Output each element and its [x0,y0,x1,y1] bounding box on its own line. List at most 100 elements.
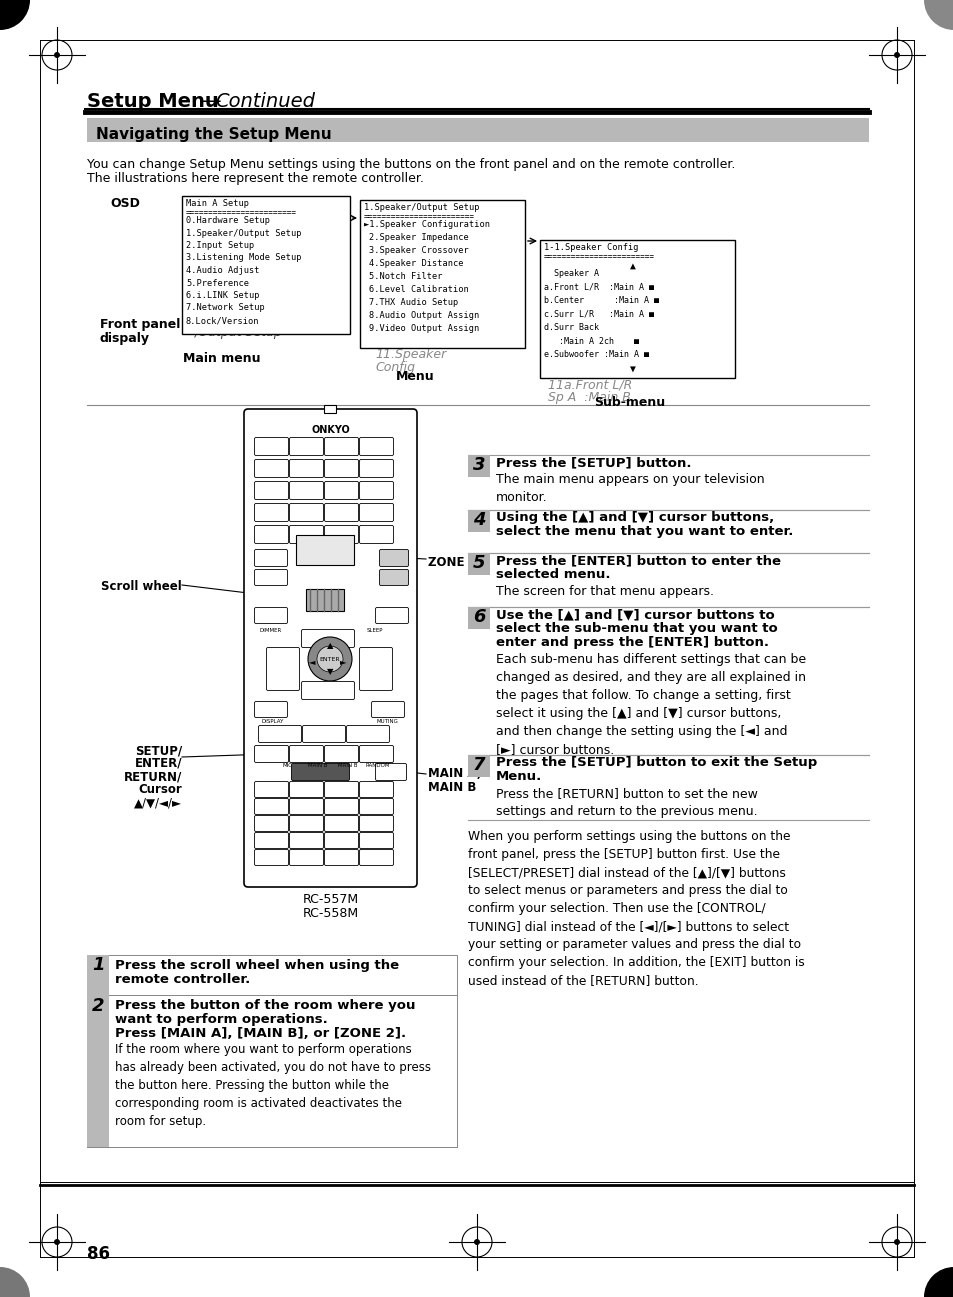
Text: 7.Network Setup: 7.Network Setup [186,303,265,313]
Text: Sub-menu: Sub-menu [594,396,665,409]
FancyBboxPatch shape [359,459,393,477]
Text: want to perform operations.: want to perform operations. [115,1013,328,1026]
FancyBboxPatch shape [359,746,393,763]
Text: Scroll wheel: Scroll wheel [101,580,182,593]
FancyBboxPatch shape [266,647,299,690]
FancyBboxPatch shape [324,782,358,798]
FancyBboxPatch shape [324,437,358,455]
Text: e.Subwoofer :Main A ■: e.Subwoofer :Main A ■ [543,350,648,359]
Text: ►1.Speaker Configuration: ►1.Speaker Configuration [364,220,490,230]
Text: Speaker A: Speaker A [543,268,598,278]
FancyBboxPatch shape [346,725,389,742]
Text: Using the [▲] and [▼] cursor buttons,: Using the [▲] and [▼] cursor buttons, [496,511,774,524]
Circle shape [54,1239,60,1245]
Text: ONKYO: ONKYO [311,425,350,434]
Text: When you perform settings using the buttons on the
front panel, press the [SETUP: When you perform settings using the butt… [468,830,804,987]
Text: ZONE 2: ZONE 2 [428,556,476,569]
FancyBboxPatch shape [289,782,323,798]
Text: Sp A  :Main B: Sp A :Main B [547,390,630,403]
FancyBboxPatch shape [254,481,288,499]
Text: remote controller.: remote controller. [115,973,250,986]
FancyBboxPatch shape [289,459,323,477]
Text: 4: 4 [473,511,485,529]
Bar [87,955,456,995]
Text: 11.Speaker: 11.Speaker [375,348,446,361]
Bar [306,589,344,611]
Bar [468,455,490,477]
Text: b.Center      :Main A ■: b.Center :Main A ■ [543,296,659,305]
FancyBboxPatch shape [289,481,323,499]
Text: The illustrations here represent the remote controller.: The illustrations here represent the rem… [87,173,423,185]
Text: 1-1.Speaker Config: 1-1.Speaker Config [543,243,638,252]
FancyBboxPatch shape [324,481,358,499]
Text: Menu: Menu [395,370,434,383]
FancyBboxPatch shape [324,525,358,543]
Text: /Output Setup: /Output Setup [194,326,282,339]
Text: RANDOM: RANDOM [365,763,390,768]
Text: 11a.Front L/R: 11a.Front L/R [547,377,632,390]
Text: dispaly: dispaly [100,332,150,345]
Text: Navigating the Setup Menu: Navigating the Setup Menu [96,127,332,141]
FancyBboxPatch shape [324,459,358,477]
Text: 0.Hardware Setup: 0.Hardware Setup [186,217,270,224]
FancyBboxPatch shape [324,799,358,815]
Text: c.Surr L/R   :Main A ■: c.Surr L/R :Main A ■ [543,310,654,319]
FancyBboxPatch shape [254,702,287,717]
FancyBboxPatch shape [254,459,288,477]
Bar [468,510,490,532]
FancyBboxPatch shape [359,503,393,521]
Text: 2: 2 [91,997,104,1016]
Text: 1: 1 [91,956,104,974]
Text: Continued: Continued [214,92,314,112]
Text: You can change Setup Menu settings using the buttons on the front panel and on t: You can change Setup Menu settings using… [87,158,735,171]
Text: 7.THX Audio Setup: 7.THX Audio Setup [369,298,457,307]
Text: 5.Notch Filter: 5.Notch Filter [369,272,442,281]
Text: Setup Menu: Setup Menu [87,92,218,112]
Bar [324,405,335,412]
FancyBboxPatch shape [375,764,406,781]
Text: 4.Speaker Distance: 4.Speaker Distance [369,259,463,268]
Bar [359,200,524,348]
Text: —: — [202,92,221,112]
Text: SLEEP: SLEEP [366,628,382,633]
Text: DIRECT TUNING: DIRECT TUNING [309,543,352,549]
FancyBboxPatch shape [324,833,358,848]
FancyBboxPatch shape [324,746,358,763]
FancyBboxPatch shape [244,409,416,887]
FancyBboxPatch shape [359,525,393,543]
FancyBboxPatch shape [254,607,287,624]
Text: The screen for that menu appears.: The screen for that menu appears. [496,585,713,598]
Bar [468,607,490,629]
Text: Cursor: Cursor [138,783,182,796]
Text: ========================: ======================== [543,252,655,261]
FancyBboxPatch shape [289,816,323,831]
Text: Press the [RETURN] button to set the new
settings and return to the previous men: Press the [RETURN] button to set the new… [496,787,757,818]
Circle shape [923,0,953,30]
Bar [468,553,490,575]
FancyBboxPatch shape [301,629,355,647]
FancyBboxPatch shape [359,437,393,455]
Text: select the menu that you want to enter.: select the menu that you want to enter. [496,525,793,538]
Text: ▼: ▼ [629,363,636,374]
Text: RC-558M: RC-558M [302,907,358,920]
Text: 8.Audio Output Assign: 8.Audio Output Assign [369,311,478,320]
FancyBboxPatch shape [359,816,393,831]
Text: MAIN B: MAIN B [428,781,476,794]
FancyBboxPatch shape [254,799,288,815]
Circle shape [54,52,60,58]
Text: ▲/▼/◄/►: ▲/▼/◄/► [133,796,182,809]
FancyBboxPatch shape [254,816,288,831]
Text: ========================: ======================== [186,208,296,217]
FancyBboxPatch shape [289,525,323,543]
FancyBboxPatch shape [254,503,288,521]
FancyBboxPatch shape [379,569,408,585]
Text: 9.Video Output Assign: 9.Video Output Assign [369,324,478,333]
Circle shape [0,1267,30,1297]
Text: 1.Speaker/Output Setup: 1.Speaker/Output Setup [364,204,479,211]
Bar [87,995,109,1147]
Circle shape [474,1239,479,1245]
FancyBboxPatch shape [289,746,323,763]
Text: ENTER/: ENTER/ [134,757,182,770]
Text: Press the [SETUP] button.: Press the [SETUP] button. [496,457,691,470]
Text: d.Surr Back: d.Surr Back [543,323,598,332]
